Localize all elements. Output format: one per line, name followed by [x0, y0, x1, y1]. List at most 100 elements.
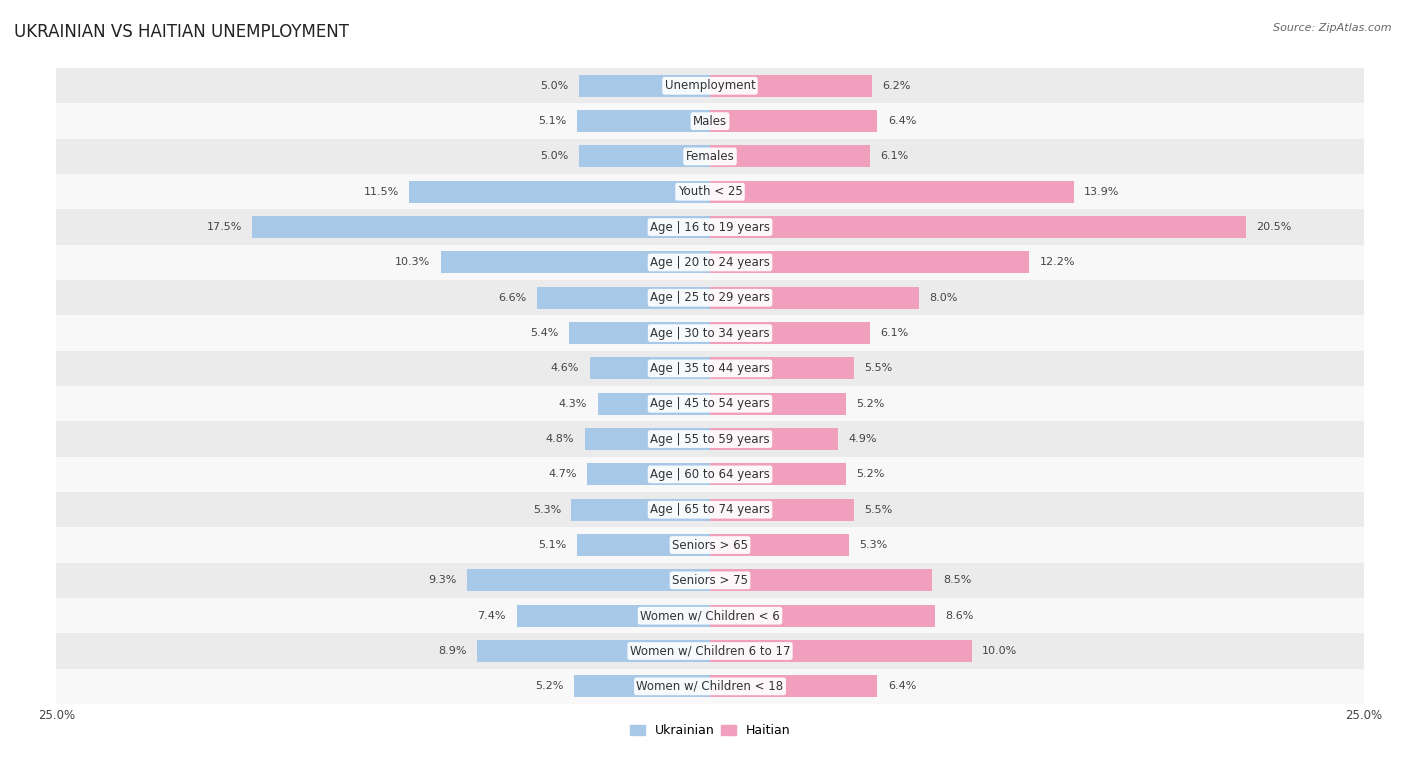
Bar — [710, 75, 872, 97]
Bar — [440, 251, 710, 273]
Bar — [569, 322, 710, 344]
Bar — [710, 181, 1074, 203]
Text: Females: Females — [686, 150, 734, 163]
Bar — [710, 287, 920, 309]
Text: 8.5%: 8.5% — [943, 575, 972, 585]
Bar — [537, 287, 710, 309]
Text: Age | 35 to 44 years: Age | 35 to 44 years — [650, 362, 770, 375]
Bar — [710, 393, 846, 415]
Bar — [571, 499, 710, 521]
Text: Source: ZipAtlas.com: Source: ZipAtlas.com — [1274, 23, 1392, 33]
Text: 4.3%: 4.3% — [558, 399, 588, 409]
Bar — [56, 598, 1364, 634]
Text: 6.1%: 6.1% — [880, 328, 908, 338]
Text: 5.2%: 5.2% — [536, 681, 564, 691]
Bar — [589, 357, 710, 379]
Bar — [56, 210, 1364, 245]
Bar — [710, 640, 972, 662]
Text: Women w/ Children < 18: Women w/ Children < 18 — [637, 680, 783, 693]
Bar — [516, 605, 710, 627]
Text: 4.8%: 4.8% — [546, 434, 574, 444]
Bar — [56, 245, 1364, 280]
Bar — [56, 562, 1364, 598]
Text: 6.4%: 6.4% — [887, 116, 917, 126]
Text: 20.5%: 20.5% — [1257, 222, 1292, 232]
Text: UKRAINIAN VS HAITIAN UNEMPLOYMENT: UKRAINIAN VS HAITIAN UNEMPLOYMENT — [14, 23, 349, 41]
Text: 5.0%: 5.0% — [540, 151, 569, 161]
Bar — [710, 605, 935, 627]
Bar — [710, 569, 932, 591]
Text: 8.0%: 8.0% — [929, 293, 957, 303]
Legend: Ukrainian, Haitian: Ukrainian, Haitian — [624, 719, 796, 743]
Text: 5.0%: 5.0% — [540, 81, 569, 91]
Text: Males: Males — [693, 114, 727, 128]
Text: Age | 25 to 29 years: Age | 25 to 29 years — [650, 291, 770, 304]
Bar — [56, 492, 1364, 528]
Text: Unemployment: Unemployment — [665, 79, 755, 92]
Text: Women w/ Children < 6: Women w/ Children < 6 — [640, 609, 780, 622]
Text: 5.3%: 5.3% — [533, 505, 561, 515]
Text: 5.3%: 5.3% — [859, 540, 887, 550]
Text: 9.3%: 9.3% — [427, 575, 457, 585]
Text: Age | 55 to 59 years: Age | 55 to 59 years — [650, 432, 770, 446]
Bar — [710, 145, 869, 167]
Text: 17.5%: 17.5% — [207, 222, 242, 232]
Bar — [576, 534, 710, 556]
Text: 5.4%: 5.4% — [530, 328, 558, 338]
Text: 7.4%: 7.4% — [478, 611, 506, 621]
Bar — [579, 145, 710, 167]
Bar — [710, 322, 869, 344]
Bar — [56, 316, 1364, 350]
Bar — [710, 675, 877, 697]
Bar — [574, 675, 710, 697]
Bar — [56, 456, 1364, 492]
Text: Age | 20 to 24 years: Age | 20 to 24 years — [650, 256, 770, 269]
Text: 10.3%: 10.3% — [395, 257, 430, 267]
Bar — [56, 280, 1364, 316]
Bar — [477, 640, 710, 662]
Bar — [588, 463, 710, 485]
Text: 11.5%: 11.5% — [364, 187, 399, 197]
Bar — [710, 111, 877, 132]
Text: 8.6%: 8.6% — [945, 611, 974, 621]
Bar — [585, 428, 710, 450]
Text: Age | 65 to 74 years: Age | 65 to 74 years — [650, 503, 770, 516]
Bar — [598, 393, 710, 415]
Text: 5.1%: 5.1% — [538, 540, 567, 550]
Bar — [710, 217, 1246, 238]
Bar — [56, 668, 1364, 704]
Bar — [710, 428, 838, 450]
Text: 5.2%: 5.2% — [856, 469, 884, 479]
Text: Age | 16 to 19 years: Age | 16 to 19 years — [650, 220, 770, 234]
Text: 6.2%: 6.2% — [883, 81, 911, 91]
Text: 4.6%: 4.6% — [551, 363, 579, 373]
Text: 6.6%: 6.6% — [499, 293, 527, 303]
Text: 5.1%: 5.1% — [538, 116, 567, 126]
Text: Age | 45 to 54 years: Age | 45 to 54 years — [650, 397, 770, 410]
Text: 10.0%: 10.0% — [981, 646, 1018, 656]
Text: Women w/ Children 6 to 17: Women w/ Children 6 to 17 — [630, 644, 790, 658]
Bar — [253, 217, 710, 238]
Bar — [710, 534, 849, 556]
Text: 6.4%: 6.4% — [887, 681, 917, 691]
Bar — [56, 139, 1364, 174]
Bar — [56, 68, 1364, 104]
Text: 5.5%: 5.5% — [865, 505, 893, 515]
Bar — [56, 634, 1364, 668]
Text: Age | 60 to 64 years: Age | 60 to 64 years — [650, 468, 770, 481]
Bar — [467, 569, 710, 591]
Text: 4.7%: 4.7% — [548, 469, 576, 479]
Bar — [56, 422, 1364, 456]
Bar — [576, 111, 710, 132]
Bar — [409, 181, 710, 203]
Bar — [579, 75, 710, 97]
Bar — [56, 386, 1364, 422]
Text: 4.9%: 4.9% — [849, 434, 877, 444]
Text: 5.5%: 5.5% — [865, 363, 893, 373]
Bar — [710, 499, 853, 521]
Text: 13.9%: 13.9% — [1084, 187, 1119, 197]
Bar — [710, 357, 853, 379]
Text: 6.1%: 6.1% — [880, 151, 908, 161]
Bar — [56, 174, 1364, 210]
Bar — [710, 251, 1029, 273]
